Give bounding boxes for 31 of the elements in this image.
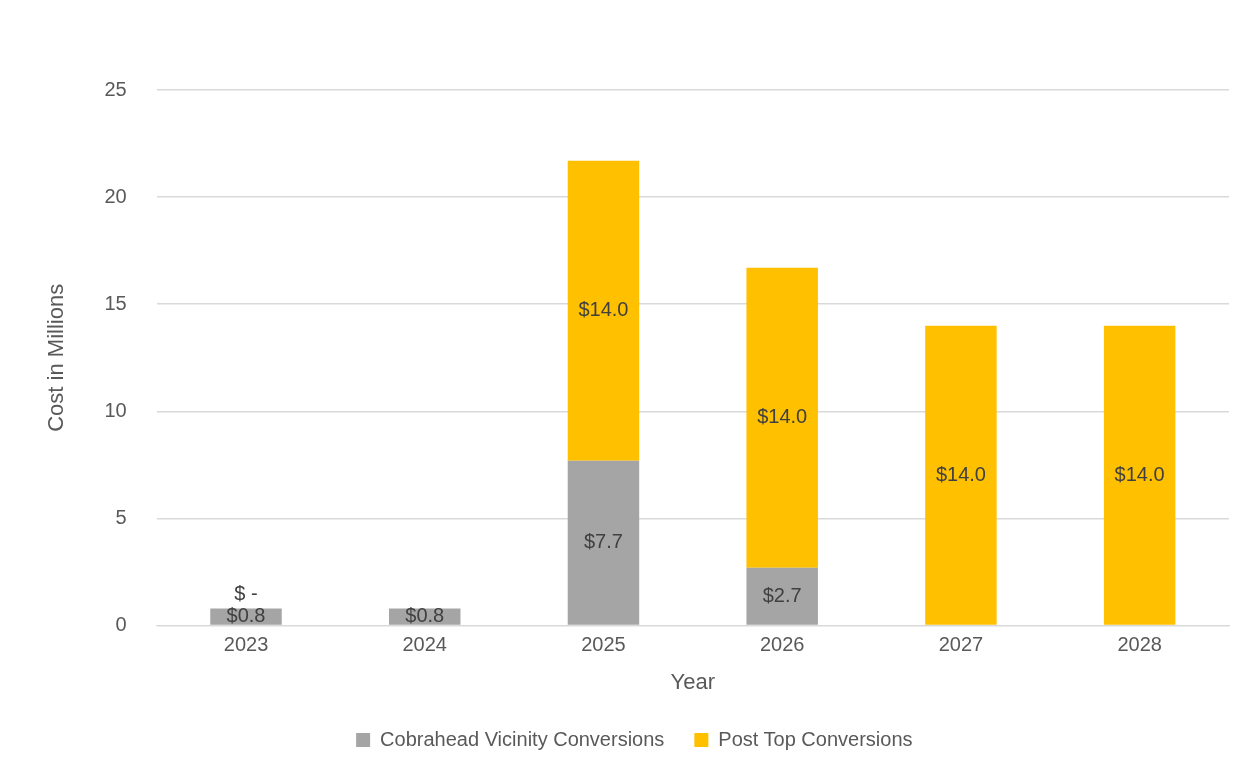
data-label: $14.0 (935, 462, 986, 485)
x-tick-label: 2023 (223, 633, 269, 656)
legend-label: Post Top Conversions (718, 727, 913, 750)
y-tick-label: 0 (115, 613, 127, 636)
bar (567, 460, 640, 625)
x-tick-label: 2025 (581, 633, 626, 656)
data-label: $0.8 (405, 604, 445, 627)
data-label: $14.0 (1114, 462, 1165, 485)
y-tick-label: 25 (104, 77, 127, 100)
x-tick-label: 2026 (759, 633, 805, 656)
bar (1103, 325, 1176, 625)
data-label: $14.0 (578, 298, 629, 321)
y-tick-label: 10 (104, 398, 127, 421)
x-axis-title: Year (670, 668, 716, 694)
y-axis-title: Cost in Millions (43, 283, 69, 432)
legend-label: Cobrahead Vicinity Conversions (380, 727, 665, 750)
bar (567, 160, 640, 461)
bar (746, 267, 818, 568)
x-tick-label: 2028 (1117, 633, 1162, 656)
data-label: $7.7 (583, 530, 623, 553)
y-tick-label: 5 (115, 506, 127, 528)
data-label: $14.0 (757, 405, 808, 428)
x-tick-label: 2024 (402, 633, 447, 656)
data-label: $ - (234, 581, 258, 604)
data-label: $0.8 (226, 604, 266, 627)
bar (746, 567, 818, 625)
data-label: $2.7 (762, 583, 802, 606)
x-tick-label: 2027 (938, 633, 984, 656)
bar (925, 325, 997, 625)
y-tick-label: 20 (104, 184, 127, 207)
y-tick-label: 15 (104, 291, 127, 314)
